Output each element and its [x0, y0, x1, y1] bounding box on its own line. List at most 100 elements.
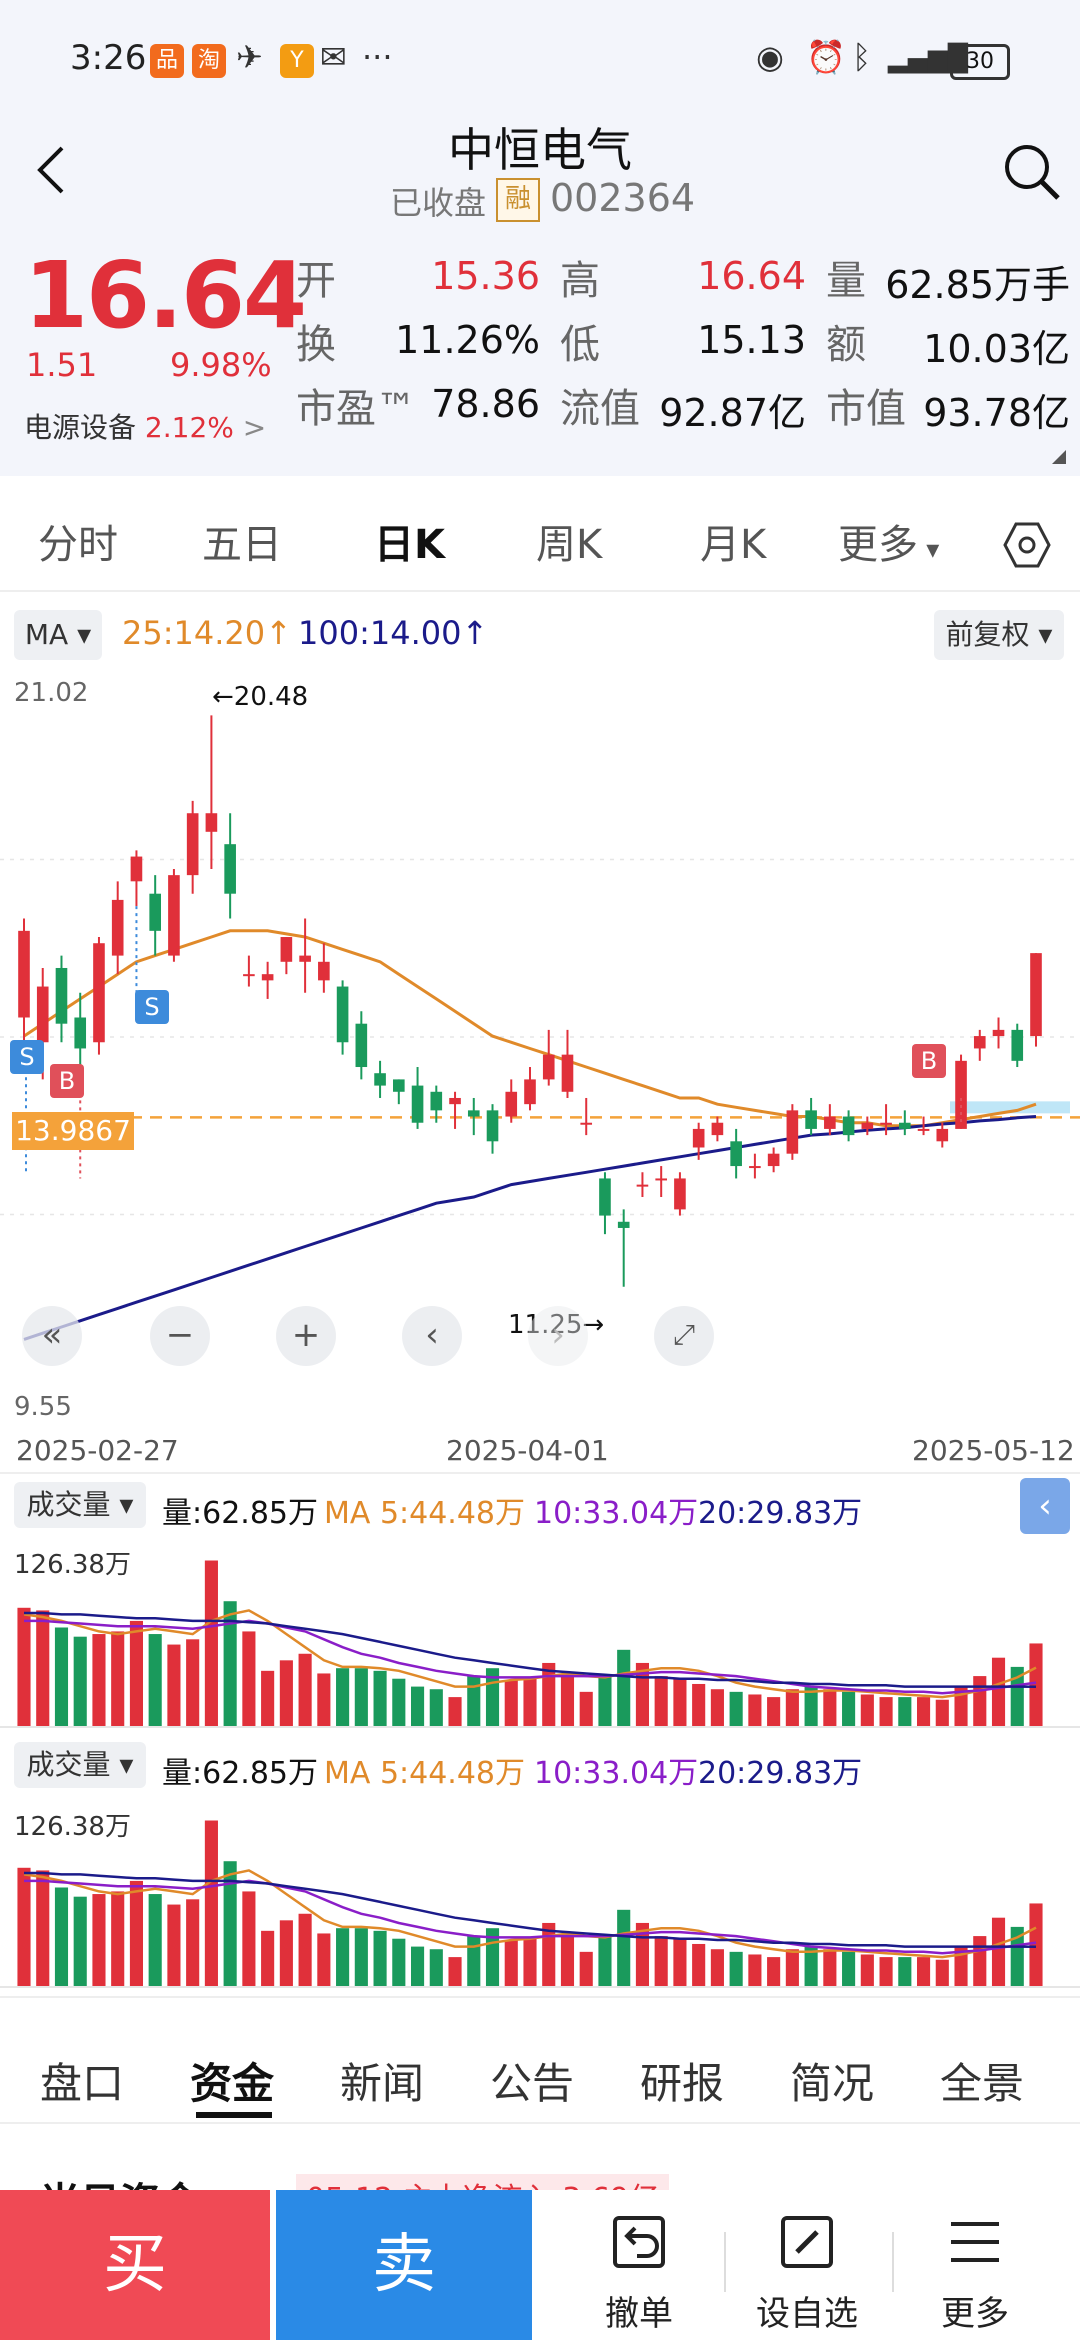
volume-bar — [748, 1954, 762, 1986]
bottom-tab[interactable]: 全景 — [940, 2059, 1025, 2108]
ma25-value: 25:14.20↑ — [122, 614, 292, 652]
bottom-tab[interactable]: 资金 — [190, 2059, 275, 2108]
buy-button[interactable]: 买 — [0, 2190, 270, 2340]
date-label-end: 2025-05-12 — [912, 1434, 1075, 1467]
divider — [724, 2232, 726, 2292]
quote-field-label: 低 — [560, 322, 600, 368]
add-watchlist-label: 设自选 — [756, 2294, 858, 2334]
volume-bar — [954, 1946, 968, 1986]
more-dots-icon: ··· — [362, 38, 393, 76]
volume-chart-2[interactable] — [0, 1800, 1080, 1990]
quote-field-label: 高 — [560, 258, 600, 304]
quote-field-label: 开 — [296, 258, 336, 304]
candle-body — [805, 1110, 817, 1129]
add-watchlist-button[interactable]: 设自选 — [732, 2190, 882, 2340]
volume-bar — [373, 1670, 387, 1726]
volume-bar — [954, 1686, 968, 1726]
volume-bar — [842, 1951, 856, 1986]
more-button[interactable]: 更多 — [900, 2190, 1050, 2340]
ma100-value: 100:14.00↑ — [298, 614, 489, 652]
chart-tab[interactable]: 周K — [536, 522, 603, 568]
zoom-in-icon[interactable]: + — [276, 1306, 336, 1366]
volume-bar — [710, 1949, 724, 1986]
candle-body — [861, 1122, 874, 1129]
price-change-pct: 9.98% — [170, 346, 272, 384]
dropdown-icon: ▾ — [918, 535, 940, 565]
volume-bar — [17, 1607, 31, 1726]
volume-bar — [317, 1933, 331, 1986]
bottom-tab[interactable]: 新闻 — [340, 2059, 425, 2108]
volume-bar — [804, 1946, 818, 1986]
volume-bar — [336, 1668, 350, 1726]
vol-ma20-1: 20:29.83万 — [698, 1496, 863, 1531]
signal-sell-1[interactable]: S — [10, 1040, 44, 1074]
app-icon-2: Y — [280, 44, 314, 78]
sector-link[interactable]: 电源设备 2.12% > — [24, 406, 266, 446]
bottom-tab[interactable]: 盘口 — [40, 2059, 125, 2108]
volume-bar — [617, 1909, 631, 1986]
next-icon[interactable]: › — [528, 1306, 588, 1366]
search-icon[interactable] — [1000, 140, 1064, 204]
volume-bar — [186, 1639, 200, 1726]
bottom-tab[interactable]: 研报 — [640, 2059, 725, 2108]
volume-bar — [748, 1694, 762, 1726]
volume-bar — [860, 1694, 874, 1726]
quote-field-value: 92.87亿 — [659, 391, 806, 435]
last-price: 16.64 — [24, 242, 307, 349]
rewind-icon[interactable]: « — [22, 1306, 82, 1366]
volume-bar — [111, 1631, 125, 1726]
indicator-select[interactable]: MA ▾ — [14, 610, 102, 660]
volume-bar — [317, 1673, 331, 1726]
candlestick-chart[interactable] — [0, 670, 1080, 1430]
volume-bar — [410, 1686, 425, 1726]
volume-select-2[interactable]: 成交量 ▾ — [14, 1742, 146, 1788]
collapse-panel-icon[interactable]: ‹ — [1020, 1478, 1070, 1534]
feather-icon: ✈ — [236, 38, 263, 76]
back-icon[interactable] — [24, 140, 84, 200]
candle-body — [899, 1122, 911, 1129]
chart-tab[interactable]: 分时 — [38, 522, 118, 568]
chart-tab[interactable]: 月K — [700, 522, 767, 568]
expand-corner-icon[interactable] — [1052, 450, 1066, 464]
cancel-order-button[interactable]: 撤单 — [564, 2190, 714, 2340]
fullscreen-icon[interactable]: ⤢ — [654, 1306, 714, 1366]
zoom-out-icon[interactable]: − — [150, 1306, 210, 1366]
divider — [0, 1472, 1080, 1474]
volume-bar — [223, 1861, 237, 1986]
quote-field-label: 市盈™ — [296, 386, 416, 432]
candle-body — [561, 1054, 574, 1092]
bottom-tab[interactable]: 简况 — [790, 2059, 875, 2108]
bottom-tab[interactable]: 公告 — [490, 2059, 575, 2108]
vol-ma20-line — [24, 1611, 1037, 1689]
chart-tab[interactable]: 五日 — [202, 522, 282, 568]
chart-tab[interactable]: 更多 ▾ — [838, 522, 940, 568]
candle-body — [280, 937, 293, 962]
candle-body — [74, 1017, 87, 1049]
candle-body — [711, 1122, 724, 1136]
settings-hex-icon[interactable] — [1002, 520, 1052, 570]
volume-select-1[interactable]: 成交量 ▾ — [14, 1482, 146, 1528]
candle-body — [842, 1116, 855, 1136]
candle-body — [599, 1178, 611, 1216]
vol-ma10-line — [24, 1879, 1037, 1955]
sell-button[interactable]: 卖 — [276, 2190, 532, 2340]
volume-chart-1[interactable] — [0, 1540, 1080, 1730]
candle-body — [243, 974, 255, 977]
chart-tab[interactable]: 日K — [374, 522, 445, 568]
signal-sell-2[interactable]: S — [135, 990, 169, 1024]
stock-name: 中恒电气 — [448, 123, 632, 177]
vol-value-1: 量:62.85万 — [162, 1496, 318, 1531]
volume-bar — [261, 1930, 275, 1986]
signal-buy-1[interactable]: B — [50, 1064, 84, 1098]
status-time: 3:26 — [70, 38, 147, 78]
signal-buy-2[interactable]: B — [912, 1044, 946, 1078]
volume-bar — [523, 1678, 537, 1726]
quote-field-value: 11.26% — [395, 318, 540, 362]
prev-icon[interactable]: ‹ — [402, 1306, 462, 1366]
volume-bar — [542, 1662, 556, 1726]
low-annotation: 11.25→ — [508, 1310, 605, 1340]
price-change: 1.51 — [26, 346, 98, 384]
vol-max-label-1: 126.38万 — [14, 1550, 131, 1580]
adjust-select[interactable]: 前复权 ▾ — [934, 610, 1064, 660]
vol-max-label-2: 126.38万 — [14, 1812, 131, 1842]
